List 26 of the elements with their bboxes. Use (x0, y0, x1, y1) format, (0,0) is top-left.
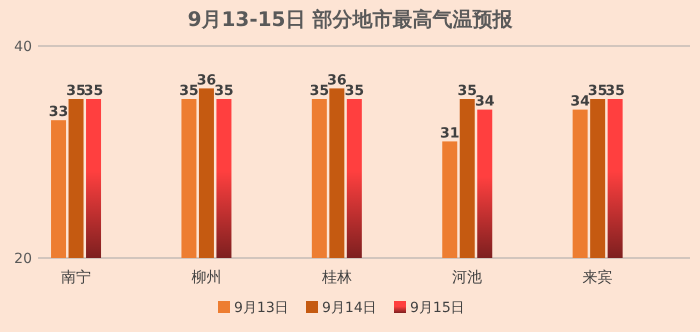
data-label: 35 (588, 83, 608, 99)
data-label: 35 (458, 83, 477, 99)
data-label: 36 (196, 72, 216, 88)
data-label: 35 (179, 83, 199, 99)
data-label: 36 (327, 72, 347, 88)
data-label: 35 (66, 83, 86, 99)
x-tick-label: 来宾 (582, 268, 613, 286)
data-label: 35 (344, 83, 364, 99)
data-label: 31 (440, 125, 460, 142)
data-label: 34 (475, 94, 495, 110)
y-tick-label: 40 (14, 39, 32, 55)
x-tick-label: 河池 (452, 268, 482, 286)
x-tick-label: 南宁 (61, 268, 92, 286)
data-label: 35 (84, 83, 104, 99)
data-label: 34 (570, 94, 590, 110)
data-label: 35 (310, 83, 330, 99)
legend-label: 9月13日 (234, 300, 289, 316)
x-tick-label: 柳州 (191, 268, 222, 286)
data-label: 35 (214, 83, 234, 99)
data-label: 35 (605, 83, 625, 99)
y-tick-label: 20 (14, 251, 32, 267)
legend-label: 9月14日 (322, 300, 377, 316)
data-label: 33 (48, 104, 68, 120)
x-tick-label: 桂林 (320, 268, 352, 286)
legend-label: 9月15日 (410, 300, 465, 316)
chart-title: 9月13-15日 部分地市最高气温预报 (188, 7, 514, 31)
